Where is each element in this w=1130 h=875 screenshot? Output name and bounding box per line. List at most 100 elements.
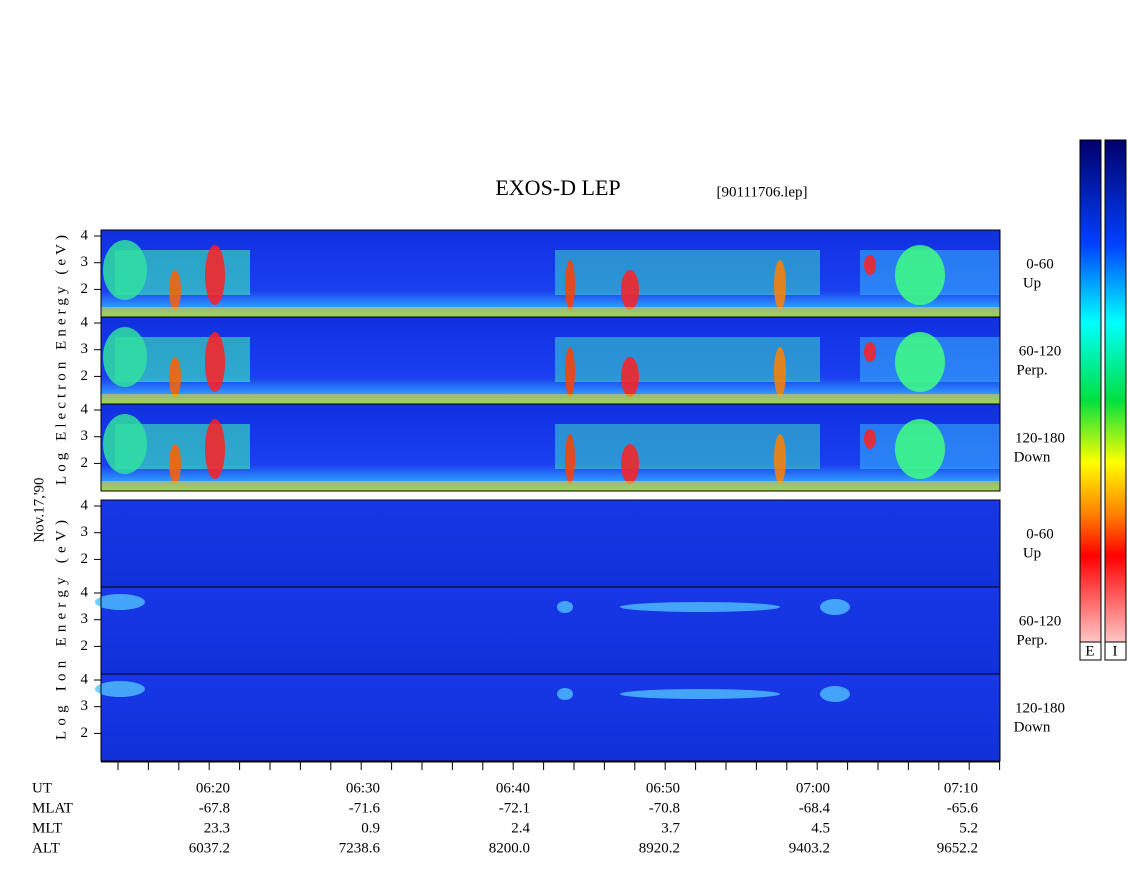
spectral-feature: [205, 332, 225, 392]
cell: 8920.2: [639, 840, 680, 856]
spectral-feature: [205, 419, 225, 479]
spectral-feature: [864, 429, 876, 449]
spectral-feature: [774, 434, 786, 484]
cell: 07:10: [944, 780, 978, 796]
spectral-feature: [621, 270, 639, 310]
spectral-feature: [95, 594, 145, 610]
cell: -65.6: [947, 800, 979, 816]
time-ticks: [117, 762, 1001, 770]
row-label: UT: [32, 780, 52, 796]
direction-label: Perp.: [1016, 632, 1047, 648]
color-bar-label: E: [1085, 643, 1094, 659]
y-tick-label: 4: [81, 227, 89, 243]
row-label: ALT: [32, 840, 60, 856]
cell: 7238.6: [339, 840, 381, 856]
spectrogram: [101, 674, 1000, 761]
spectral-feature: [864, 255, 876, 275]
y-tick-label: 2: [81, 551, 89, 567]
y-tick-label: 2: [81, 455, 89, 471]
y-tick-label: 3: [81, 341, 89, 357]
spectral-feature: [565, 434, 575, 484]
direction-label: Down: [1014, 719, 1051, 735]
y-tick-label: 3: [81, 698, 89, 714]
spectral-feature: [774, 260, 786, 310]
y-tick-label: 2: [81, 725, 89, 741]
y-tick-label: 3: [81, 611, 89, 627]
spectral-feature: [895, 419, 945, 479]
spectrogram-panels: 4 3 2 0-60 Up 4 3 2 60-120 Perp. 4 3 2 120-180 Down 4 3 2…: [81, 227, 1065, 762]
cell: -70.8: [649, 800, 680, 816]
pitch-label: 60-120: [1019, 613, 1062, 629]
spectral-feature: [864, 342, 876, 362]
pitch-label: 60-120: [1019, 343, 1062, 359]
cell: 3.7: [661, 820, 680, 836]
spectral-feature: [169, 357, 181, 397]
cell: 8200.0: [489, 840, 530, 856]
direction-label: Perp.: [1016, 362, 1047, 378]
spectral-feature: [774, 347, 786, 397]
spectral-feature: [565, 260, 575, 310]
spectral-feature: [621, 357, 639, 397]
color-bar-box: [1079, 641, 1102, 661]
color-bar: [1104, 139, 1127, 661]
spectral-feature: [820, 686, 850, 702]
panel-frame: [100, 673, 1001, 762]
y-tick-label: 2: [81, 281, 89, 297]
y-tick-label: 3: [81, 524, 89, 540]
cell: -67.8: [199, 800, 230, 816]
direction-label: Down: [1014, 449, 1051, 465]
color-bar-label: I: [1113, 643, 1118, 659]
pitch-label: 0-60: [1026, 256, 1054, 272]
spectral-feature: [103, 414, 147, 474]
cell: 23.3: [204, 820, 230, 836]
spectral-feature: [95, 681, 145, 697]
spectral-feature: [557, 688, 573, 700]
spectrogram: [101, 587, 1000, 674]
ion-axis-label: Log Ion Energy (eV): [53, 520, 69, 740]
spectral-feature: [169, 444, 181, 484]
y-tick-label: 3: [81, 254, 89, 270]
y-tick-label: 4: [81, 314, 89, 330]
low-energy-band: [101, 481, 1000, 491]
direction-label: Up: [1023, 545, 1041, 561]
cell: -71.6: [349, 800, 381, 816]
cell: 07:00: [796, 780, 830, 796]
file-name: [90111706.lep]: [717, 184, 808, 200]
y-tick-label: 4: [81, 497, 89, 513]
cell: 6037.2: [189, 840, 230, 856]
cell: -68.4: [799, 800, 831, 816]
spectral-feature: [895, 245, 945, 305]
spectral-feature: [895, 332, 945, 392]
cell: 06:50: [646, 780, 680, 796]
cell: 5.2: [959, 820, 978, 836]
row-label: MLT: [32, 820, 62, 836]
y-tick-label: 3: [81, 428, 89, 444]
cell: 2.4: [511, 820, 530, 836]
y-tick-label: 2: [81, 368, 89, 384]
y-tick-label: 4: [81, 401, 89, 417]
cell: 9652.2: [937, 840, 978, 856]
date-label: Nov.17,'90: [31, 477, 47, 542]
pitch-label: 120-180: [1015, 430, 1065, 446]
spectrogram: [101, 500, 1000, 587]
cell: 06:40: [496, 780, 530, 796]
color-bar-box: [1104, 641, 1127, 661]
y-tick-label: 4: [81, 584, 89, 600]
orbit-table: UT 06:20 06:30 06:40 06:50 07:00 07:10 MLAT -67.…: [32, 780, 978, 856]
cell: 4.5: [811, 820, 830, 836]
direction-label: Up: [1023, 275, 1041, 291]
spectrogram: [101, 317, 1000, 404]
spectral-feature: [820, 599, 850, 615]
spectral-feature: [621, 444, 639, 484]
cell: -72.1: [499, 800, 530, 816]
cell: 0.9: [361, 820, 380, 836]
color-bars: E I: [1079, 139, 1127, 661]
color-bar: [1079, 139, 1102, 661]
low-energy-band: [101, 307, 1000, 317]
y-tick-label: 4: [81, 671, 89, 687]
cell: 06:20: [196, 780, 230, 796]
spectral-feature: [620, 689, 780, 699]
low-energy-band: [101, 394, 1000, 404]
